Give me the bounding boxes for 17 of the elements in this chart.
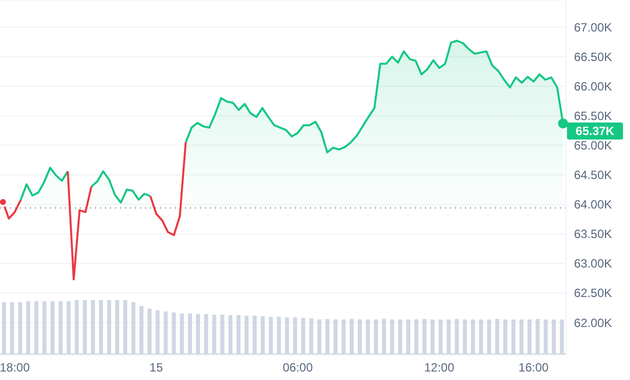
text: 65.37K <box>576 124 615 138</box>
x-tick-label: 15 <box>150 360 164 375</box>
y-tick-label: 64.00K <box>574 198 612 212</box>
y-tick-label: 63.00K <box>574 256 612 271</box>
x-tick-label: 16:00 <box>518 360 549 375</box>
y-tick-label: 67.00K <box>574 20 612 34</box>
x-tick-label: 18:00 <box>0 360 30 375</box>
x-tick-label: 06:00 <box>282 360 314 375</box>
y-tick-label: 65.50K <box>574 109 612 124</box>
y-tick-label: 66.50K <box>574 50 612 64</box>
y-tick-label: 66.00K <box>574 80 612 94</box>
y-tick-label: 63.50K <box>574 227 612 242</box>
x-tick-label: 12:00 <box>424 360 455 375</box>
y-tick-label: 65.00K <box>574 138 612 153</box>
y-tick-label: 62.00K <box>574 316 612 330</box>
y-tick-label: 62.50K <box>574 286 612 300</box>
y-tick-label: 64.50K <box>574 168 612 182</box>
